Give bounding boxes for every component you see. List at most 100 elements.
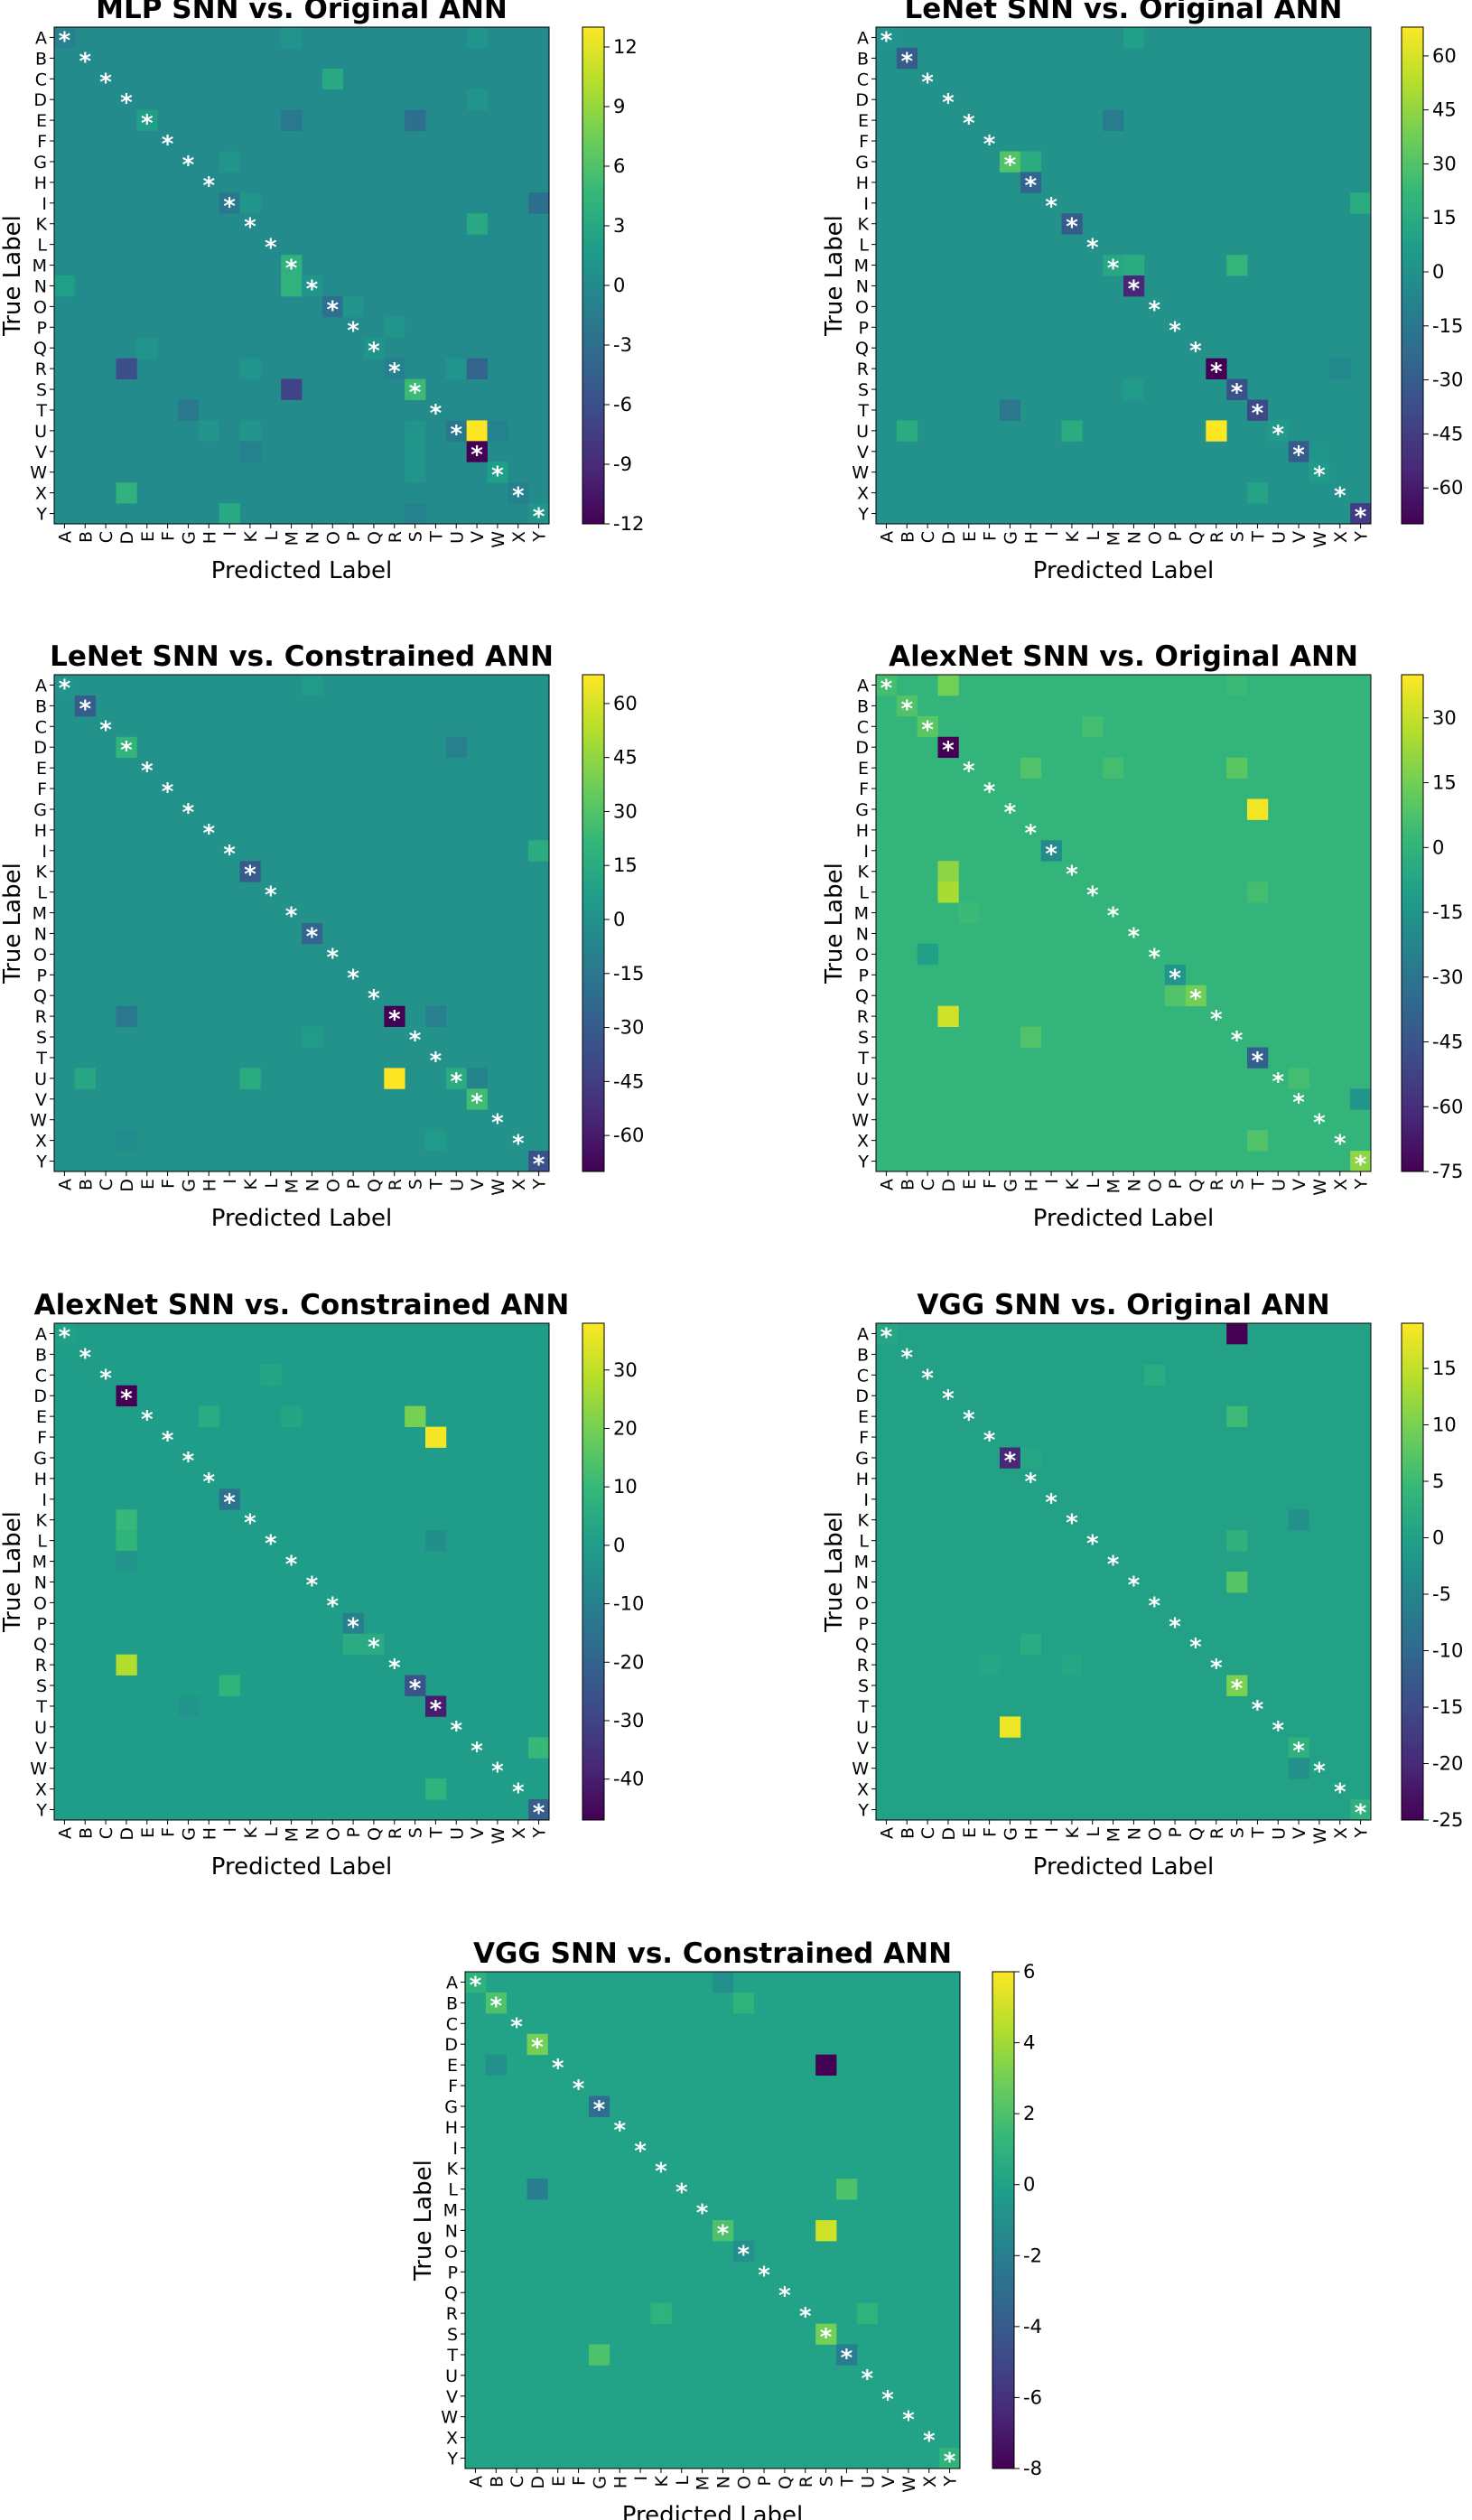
colorbar-tick-label: 0 — [613, 1535, 625, 1556]
diagonal-marker: * — [182, 799, 195, 826]
y-tick-label: R — [446, 2304, 458, 2324]
heatmap-cell — [302, 675, 323, 696]
x-tick-label: X — [920, 2476, 940, 2487]
diagonal-marker: * — [1086, 1531, 1099, 1558]
x-tick-label: H — [200, 1827, 219, 1840]
y-tick-label: Y — [857, 1801, 869, 1821]
y-tick-label: S — [36, 1676, 47, 1696]
diagonal-marker: * — [634, 2138, 647, 2165]
x-tick-label: T — [837, 2476, 857, 2487]
x-tick-label: P — [1166, 1827, 1186, 1837]
diagonal-marker: * — [963, 110, 975, 137]
colorbar-tick-label: 12 — [613, 36, 638, 58]
heatmap-cell — [54, 275, 76, 297]
diagonal-marker: * — [861, 2366, 873, 2393]
heatmap-cell — [405, 462, 426, 483]
heatmap-cell — [136, 109, 158, 131]
heatmap-cell — [485, 1992, 508, 2014]
x-tick-label: L — [1084, 531, 1104, 541]
heatmap-cell — [939, 2448, 961, 2469]
heatmap-frame — [53, 1322, 550, 1821]
heatmap-cell — [1247, 482, 1269, 504]
heatmap-cell — [1247, 798, 1269, 820]
y-tick-label: D — [855, 738, 869, 758]
y-tick-label: N — [445, 2221, 458, 2241]
heatmap-cell — [425, 1426, 447, 1448]
heatmap-panel-2: LeNet SNN vs. Original ANN * * * * * * * * * * * * * *… — [821, 0, 1463, 584]
x-tick-label: C — [918, 531, 938, 543]
x-tick-label: Q — [1187, 1827, 1206, 1841]
x-tick-label: S — [817, 2476, 837, 2487]
x-tick-label: H — [1021, 1179, 1041, 1191]
x-tick-label: R — [386, 531, 405, 543]
diagonal-marker: * — [900, 695, 913, 723]
y-tick-label: X — [857, 1132, 869, 1152]
heatmap-cell — [937, 861, 959, 882]
heatmap-cell — [526, 2033, 548, 2056]
heatmap-cell — [219, 192, 240, 214]
heatmap-cell — [198, 420, 220, 442]
diagonal-marker: * — [120, 1386, 133, 1413]
diagonal-marker: * — [141, 758, 154, 785]
x-tick-label: U — [1269, 1179, 1289, 1191]
colorbar-tick-label: -25 — [1432, 1809, 1463, 1831]
diagonal-marker: * — [675, 2179, 688, 2207]
x-tick-label: S — [1228, 1179, 1248, 1190]
y-tick-label: Q — [33, 339, 47, 359]
y-axis-label: True Label — [821, 1511, 848, 1633]
y-tick-label: O — [33, 297, 47, 317]
x-tick-label: O — [1145, 1179, 1165, 1192]
diagonal-marker: * — [244, 862, 256, 889]
diagonal-marker: * — [470, 1972, 482, 1999]
y-tick-label: O — [855, 1593, 869, 1613]
colorbar-tick-label: 30 — [1432, 153, 1457, 174]
y-tick-label: O — [855, 945, 869, 965]
y-tick-label: L — [448, 2180, 458, 2200]
y-tick-label: L — [859, 1532, 869, 1552]
y-tick-label: H — [34, 1470, 47, 1489]
y-axis-label: True Label — [0, 863, 26, 985]
x-axis-label: Predicted Label — [1033, 557, 1214, 584]
heatmap-cell — [260, 1364, 282, 1386]
colorbar-tick-label: -3 — [613, 334, 632, 356]
heatmap-cell — [528, 1799, 550, 1821]
colorbar-tick-label: -6 — [1023, 2386, 1042, 2408]
y-tick-label: U — [34, 1069, 47, 1089]
colorbar-tick-label: -15 — [1432, 901, 1463, 923]
y-tick-label: O — [444, 2242, 458, 2262]
heatmap-cell — [1226, 1323, 1248, 1345]
heatmap-cell — [526, 2179, 548, 2200]
x-tick-label: V — [468, 1179, 488, 1190]
diagonal-marker: * — [1169, 1613, 1181, 1640]
y-tick-label: K — [36, 215, 48, 235]
x-tick-label: V — [1290, 1179, 1309, 1190]
y-axis-label: True Label — [0, 215, 26, 337]
diagonal-marker: * — [347, 965, 359, 992]
y-tick-label: G — [855, 153, 869, 173]
heatmap-cell — [466, 441, 488, 462]
colorbar-tick-label: -20 — [1432, 1753, 1463, 1775]
heatmap-cell — [876, 675, 898, 696]
x-tick-label: E — [960, 1179, 980, 1190]
x-tick-label: T — [1248, 1827, 1268, 1839]
y-tick-label: I — [452, 2139, 458, 2159]
colorbar-tick-label: -45 — [1432, 1031, 1463, 1053]
diagonal-marker: * — [141, 110, 154, 137]
heatmap-cell — [937, 736, 959, 759]
y-tick-label: E — [36, 111, 47, 131]
y-tick-label: Q — [33, 986, 47, 1006]
heatmap-cell — [1082, 715, 1104, 738]
heatmap-background — [876, 1323, 1371, 1820]
y-tick-label: N — [856, 1573, 869, 1592]
y-tick-label: W — [441, 2408, 458, 2428]
y-tick-label: V — [35, 1090, 47, 1110]
y-tick-label: M — [443, 2201, 458, 2221]
x-tick-label: T — [1248, 531, 1268, 543]
heatmap-cell — [1226, 1675, 1248, 1696]
diagonal-marker: * — [512, 1131, 525, 1158]
heatmap-frame — [464, 1971, 961, 2469]
x-tick-label: F — [981, 1179, 1001, 1189]
colorbar-tick-label: -45 — [613, 1070, 644, 1092]
heatmap-cell — [1288, 441, 1309, 462]
x-tick-label: W — [489, 1827, 508, 1844]
